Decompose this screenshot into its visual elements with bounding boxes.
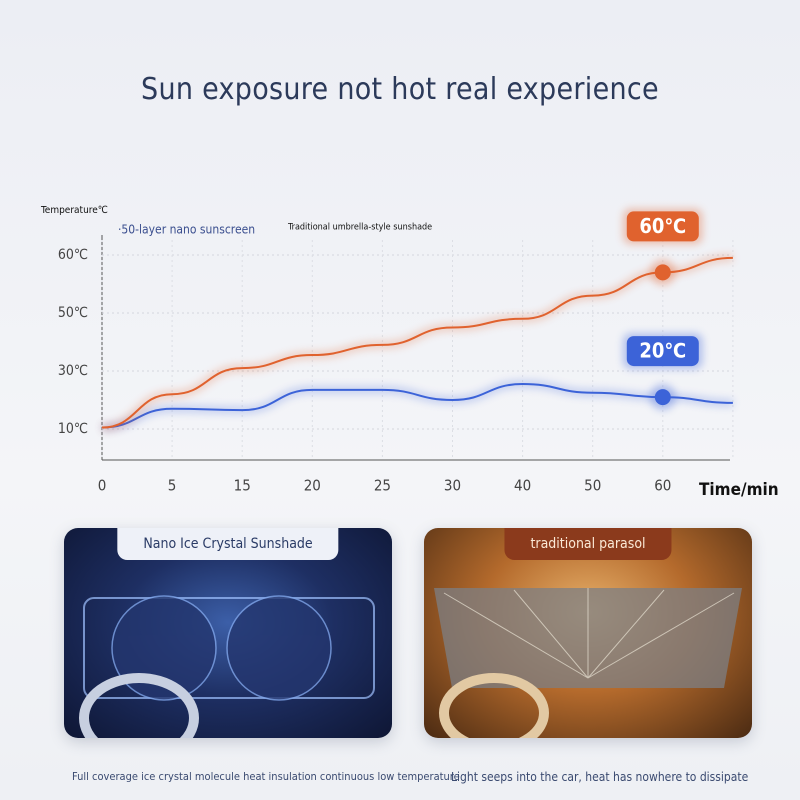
line xyxy=(101,383,733,429)
x-tick-label: 30 xyxy=(444,477,461,495)
x-tick-label: 50 xyxy=(584,477,601,495)
photo-art xyxy=(434,588,742,738)
y-tick-label: 50℃ xyxy=(58,305,88,321)
x-tick-label: 20 xyxy=(304,477,321,495)
nano-sunshade-photo: Nano Ice Crystal Sunshade xyxy=(64,528,392,738)
y-tick-label: 30℃ xyxy=(58,363,88,379)
panel-caption: Full coverage ice crystal molecule heat … xyxy=(72,770,460,783)
y-tick-label: 10℃ xyxy=(58,421,88,437)
callout-box xyxy=(626,211,699,242)
x-tick-label: 40 xyxy=(514,477,531,495)
x-tick-label: 0 xyxy=(98,477,107,495)
line xyxy=(101,256,733,429)
x-tick-label: 5 xyxy=(168,477,177,495)
photo-art xyxy=(79,595,375,738)
highlight-point xyxy=(654,264,671,281)
panel-label: traditional parasol xyxy=(504,528,672,560)
legend-entry: Traditional umbrella-style sunshade xyxy=(287,223,432,233)
x-axis-label: Time/min xyxy=(699,480,779,500)
parasol-photo: traditional parasol xyxy=(424,528,752,738)
callout-label: 20℃ xyxy=(639,339,686,363)
callout-label: 60℃ xyxy=(639,214,686,238)
x-tick-label: 25 xyxy=(374,477,391,495)
y-tick-label: 60℃ xyxy=(58,247,88,263)
chart: Temperature℃ Time/min ·50-layer nano sun… xyxy=(40,205,779,500)
panel-caption: Light seeps into the car, heat has nowhe… xyxy=(451,770,749,784)
highlight-point xyxy=(654,389,671,406)
x-tick-label: 60 xyxy=(654,477,671,495)
panel-label: Nano Ice Crystal Sunshade xyxy=(117,528,339,560)
callout-box xyxy=(626,336,699,367)
y-axis-label: Temperature℃ xyxy=(40,205,108,216)
x-tick-label: 15 xyxy=(234,477,251,495)
legend-entry: ·50-layer nano sunscreen xyxy=(118,223,255,237)
chart-title: Sun exposure not hot real experience xyxy=(141,72,659,107)
